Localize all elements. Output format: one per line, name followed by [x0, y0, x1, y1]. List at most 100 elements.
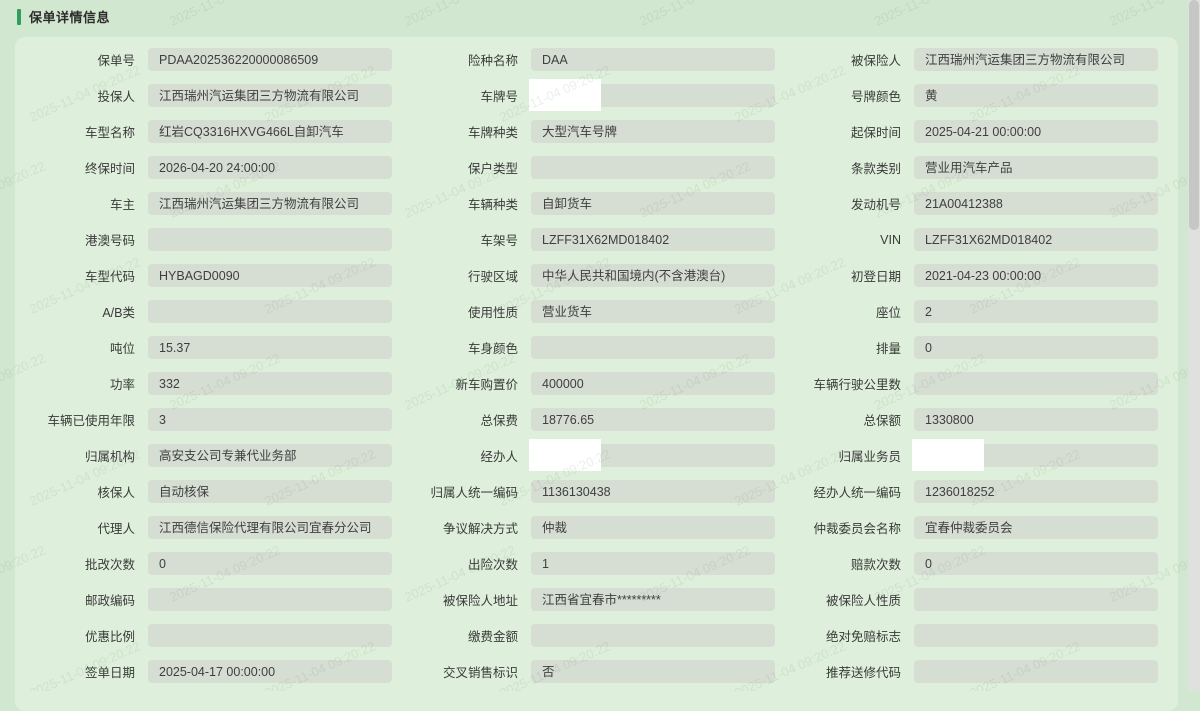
field-recommended-repair-code: 推荐送修代码 [801, 660, 1158, 683]
insured-address-input[interactable]: 江西省宜春市********* [531, 588, 775, 611]
ab-class-input[interactable] [148, 300, 392, 323]
engine-no-input[interactable]: 21A00412388 [914, 192, 1158, 215]
insured-value: 江西瑞州汽运集团三方物流有限公司 [925, 53, 1125, 67]
handler-unified-code-input[interactable]: 1236018252 [914, 480, 1158, 503]
scrollbar-thumb[interactable] [1189, 0, 1199, 230]
insured-input[interactable]: 江西瑞州汽运集团三方物流有限公司 [914, 48, 1158, 71]
dispute-resolution-input[interactable]: 仲裁 [531, 516, 775, 539]
plate-no-input[interactable] [531, 84, 775, 107]
absolute-deductible-flag-input[interactable] [914, 624, 1158, 647]
model-code-label: 车型代码 [35, 266, 135, 285]
field-claim-count: 赔款次数 0 [801, 552, 1158, 575]
plate-type-input[interactable]: 大型汽车号牌 [531, 120, 775, 143]
field-driving-area: 行驶区域中华人民共和国境内(不含港澳台) [418, 264, 775, 287]
sign-date-input[interactable]: 2025-04-17 00:00:00 [148, 660, 392, 683]
field-cross-sale-flag: 交叉销售标识否 [418, 660, 775, 683]
owning-salesman-redaction-overlay [912, 439, 984, 471]
mileage-input[interactable] [914, 372, 1158, 395]
owner-unified-code-input[interactable]: 1136130438 [531, 480, 775, 503]
frame-no-input[interactable]: LZFF31X62MD018402 [531, 228, 775, 251]
vehicle-used-years-value: 3 [159, 413, 166, 427]
dispute-resolution-value: 仲裁 [542, 521, 567, 535]
field-tonnage: 吨位 15.37 [35, 336, 392, 359]
end-time-input[interactable]: 2026-04-20 24:00:00 [148, 156, 392, 179]
body-color-label: 车身颜色 [418, 338, 518, 357]
model-code-input[interactable]: HYBAGD0090 [148, 264, 392, 287]
scrollbar-track[interactable] [1188, 0, 1200, 691]
driving-area-label: 行驶区域 [418, 266, 518, 285]
seats-input[interactable]: 2 [914, 300, 1158, 323]
endorsement-count-input[interactable]: 0 [148, 552, 392, 575]
plate-color-input[interactable]: 黄 [914, 84, 1158, 107]
arbitration-committee-input[interactable]: 宜春仲裁委员会 [914, 516, 1158, 539]
total-insured-amount-label: 总保额 [801, 410, 901, 429]
new-car-price-label: 新车购置价 [418, 374, 518, 393]
handler-unified-code-label: 经办人统一编码 [801, 482, 901, 501]
field-discount-ratio: 优惠比例 [35, 624, 392, 647]
owning-org-value: 高安支公司专兼代业务部 [159, 449, 297, 463]
owner-input[interactable]: 江西瑞州汽运集团三方物流有限公司 [148, 192, 392, 215]
field-dispute-resolution: 争议解决方式仲裁 [418, 516, 775, 539]
field-insured-address: 被保险人地址江西省宜春市********* [418, 588, 775, 611]
clause-category-input[interactable]: 营业用汽车产品 [914, 156, 1158, 179]
field-vehicle-category: 车辆种类自卸货车 [418, 192, 775, 215]
total-insured-amount-input[interactable]: 1330800 [914, 408, 1158, 431]
handler-input[interactable] [531, 444, 775, 467]
agent-label: 代理人 [35, 518, 135, 537]
policyholder-type-input[interactable] [531, 156, 775, 179]
claim-count-value: 0 [925, 557, 932, 571]
cross-sale-flag-input[interactable]: 否 [531, 660, 775, 683]
recommended-repair-code-input[interactable] [914, 660, 1158, 683]
driving-area-input[interactable]: 中华人民共和国境内(不含港澳台) [531, 264, 775, 287]
field-owning-org: 归属机构高安支公司专兼代业务部 [35, 444, 392, 467]
postal-code-input[interactable] [148, 588, 392, 611]
insurance-type-name-input[interactable]: DAA [531, 48, 775, 71]
policyholder-type-label: 保户类型 [418, 158, 518, 177]
vehicle-category-input[interactable]: 自卸货车 [531, 192, 775, 215]
vehicle-model-name-input[interactable]: 红岩CQ3316HXVG466L自卸汽车 [148, 120, 392, 143]
power-input[interactable]: 332 [148, 372, 392, 395]
displacement-input[interactable]: 0 [914, 336, 1158, 359]
accident-count-input[interactable]: 1 [531, 552, 775, 575]
owning-org-input[interactable]: 高安支公司专兼代业务部 [148, 444, 392, 467]
first-reg-date-input[interactable]: 2021-04-23 00:00:00 [914, 264, 1158, 287]
owner-label: 车主 [35, 194, 135, 213]
underwriter-input[interactable]: 自动核保 [148, 480, 392, 503]
hk-macau-no-input[interactable] [148, 228, 392, 251]
agent-input[interactable]: 江西德信保险代理有限公司宜春分公司 [148, 516, 392, 539]
field-accident-count: 出险次数 1 [418, 552, 775, 575]
new-car-price-input[interactable]: 400000 [531, 372, 775, 395]
usage-nature-input[interactable]: 营业货车 [531, 300, 775, 323]
power-value: 332 [159, 377, 180, 391]
endorsement-count-label: 批改次数 [35, 554, 135, 573]
field-underwriter: 核保人自动核保 [35, 480, 392, 503]
claim-count-label: 赔款次数 [801, 554, 901, 573]
total-premium-input[interactable]: 18776.65 [531, 408, 775, 431]
policy-no-input[interactable]: PDAA202536220000086509 [148, 48, 392, 71]
insurance-type-name-label: 险种名称 [418, 50, 518, 69]
applicant-label: 投保人 [35, 86, 135, 105]
end-time-label: 终保时间 [35, 158, 135, 177]
body-color-input[interactable] [531, 336, 775, 359]
insured-nature-input[interactable] [914, 588, 1158, 611]
owning-salesman-input[interactable] [914, 444, 1158, 467]
sign-date-label: 签单日期 [35, 662, 135, 681]
field-ab-class: A/B类 [35, 300, 392, 323]
owner-value: 江西瑞州汽运集团三方物流有限公司 [159, 197, 359, 211]
field-plate-type: 车牌种类大型汽车号牌 [418, 120, 775, 143]
start-time-input[interactable]: 2025-04-21 00:00:00 [914, 120, 1158, 143]
payment-amount-input[interactable] [531, 624, 775, 647]
applicant-input[interactable]: 江西瑞州汽运集团三方物流有限公司 [148, 84, 392, 107]
accident-count-label: 出险次数 [418, 554, 518, 573]
applicant-value: 江西瑞州汽运集团三方物流有限公司 [159, 89, 359, 103]
tonnage-label: 吨位 [35, 338, 135, 357]
vehicle-used-years-input[interactable]: 3 [148, 408, 392, 431]
vin-input[interactable]: LZFF31X62MD018402 [914, 228, 1158, 251]
claim-count-input[interactable]: 0 [914, 552, 1158, 575]
discount-ratio-input[interactable] [148, 624, 392, 647]
tonnage-input[interactable]: 15.37 [148, 336, 392, 359]
